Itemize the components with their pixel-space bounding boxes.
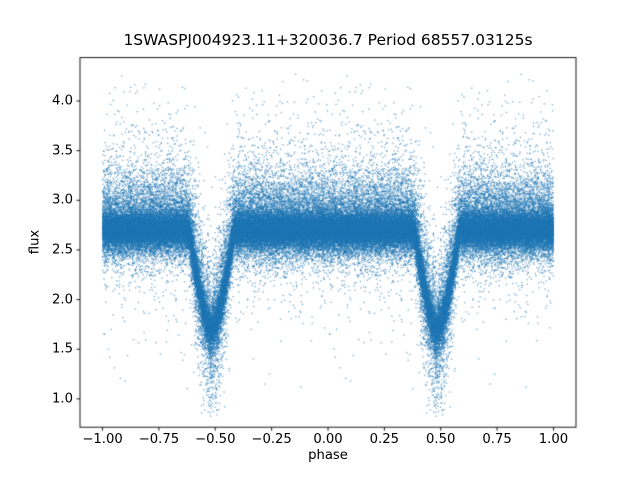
y-tick-label: 4.0 (52, 93, 73, 109)
y-tick-label: 1.0 (52, 391, 73, 407)
x-tick-label: −0.75 (138, 431, 180, 447)
x-tick-label: −0.50 (195, 431, 236, 447)
x-tick-label: −0.25 (251, 431, 292, 447)
x-tick-label: 0.75 (482, 431, 512, 447)
y-tick-label: 2.5 (52, 242, 73, 258)
x-tick-label: 0.25 (369, 431, 400, 447)
x-tick-label: 0.50 (426, 431, 456, 447)
x-tick-label: 0.00 (313, 431, 343, 447)
y-axis-label: flux (27, 229, 43, 255)
y-tick-label: 3.0 (52, 192, 73, 208)
y-tick-label: 2.0 (52, 292, 73, 308)
x-axis-label: phase (308, 448, 348, 463)
x-tick-label: −1.00 (82, 431, 123, 447)
x-tick-label: 1.00 (538, 431, 569, 447)
plot-title: 1SWASPJ004923.11+320036.7 Period 68557.0… (123, 31, 533, 49)
y-tick-label: 1.5 (52, 341, 73, 357)
y-tick-label: 3.5 (52, 143, 73, 159)
